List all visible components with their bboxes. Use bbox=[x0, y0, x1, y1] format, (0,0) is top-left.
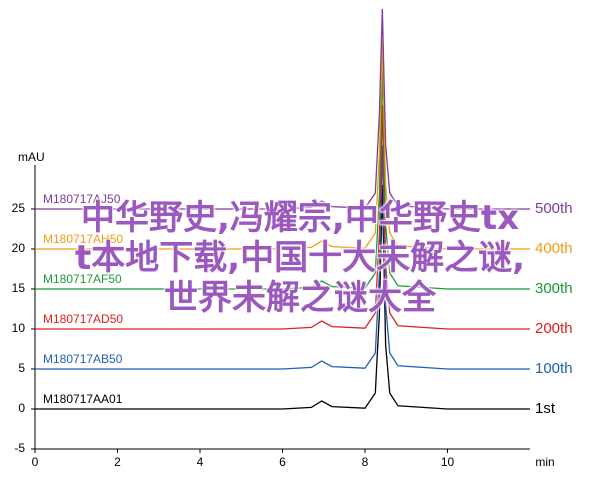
y-tick-label: -5 bbox=[14, 441, 25, 455]
x-tick-label: 10 bbox=[441, 455, 455, 469]
series-end-label: 200th bbox=[535, 320, 573, 337]
trace bbox=[35, 184, 530, 410]
series-end-label: 300th bbox=[535, 280, 573, 297]
y-tick-label: 25 bbox=[12, 201, 26, 215]
x-axis-label: min bbox=[535, 455, 554, 469]
y-axis-label: mAU bbox=[18, 150, 45, 164]
x-tick-label: 6 bbox=[279, 455, 286, 469]
series-end-label: 1st bbox=[535, 400, 556, 417]
y-tick-label: 20 bbox=[12, 241, 26, 255]
series-end-label: 500th bbox=[535, 200, 573, 217]
series-name: M180717AJ50 bbox=[43, 192, 121, 206]
series-name: M180717AD50 bbox=[43, 312, 123, 326]
x-tick-label: 0 bbox=[32, 455, 39, 469]
series-end-label: 100th bbox=[535, 360, 573, 377]
trace bbox=[35, 40, 530, 250]
trace bbox=[35, 144, 530, 370]
series-name: M180717AB50 bbox=[43, 352, 123, 366]
x-tick-label: 4 bbox=[197, 455, 204, 469]
series-name: M180717AH50 bbox=[43, 232, 123, 246]
y-tick-label: 15 bbox=[12, 281, 26, 295]
y-tick-label: 5 bbox=[18, 361, 25, 375]
trace bbox=[35, 64, 530, 290]
x-tick-label: 2 bbox=[114, 455, 121, 469]
trace bbox=[35, 8, 530, 210]
y-tick-label: 0 bbox=[18, 401, 25, 415]
x-tick-label: 8 bbox=[362, 455, 369, 469]
y-tick-label: 10 bbox=[12, 321, 26, 335]
series-name: M180717AF50 bbox=[43, 272, 122, 286]
trace bbox=[35, 104, 530, 330]
series-end-label: 400th bbox=[535, 240, 573, 257]
watermark-line: t本地下载,中国十大未解之谜, bbox=[74, 238, 526, 279]
series-name: M180717AA01 bbox=[43, 392, 123, 406]
watermark-line: 世界未解之谜大全 bbox=[164, 278, 437, 319]
watermark-line: 中华野史,冯耀宗,中华野史tx bbox=[80, 198, 519, 239]
